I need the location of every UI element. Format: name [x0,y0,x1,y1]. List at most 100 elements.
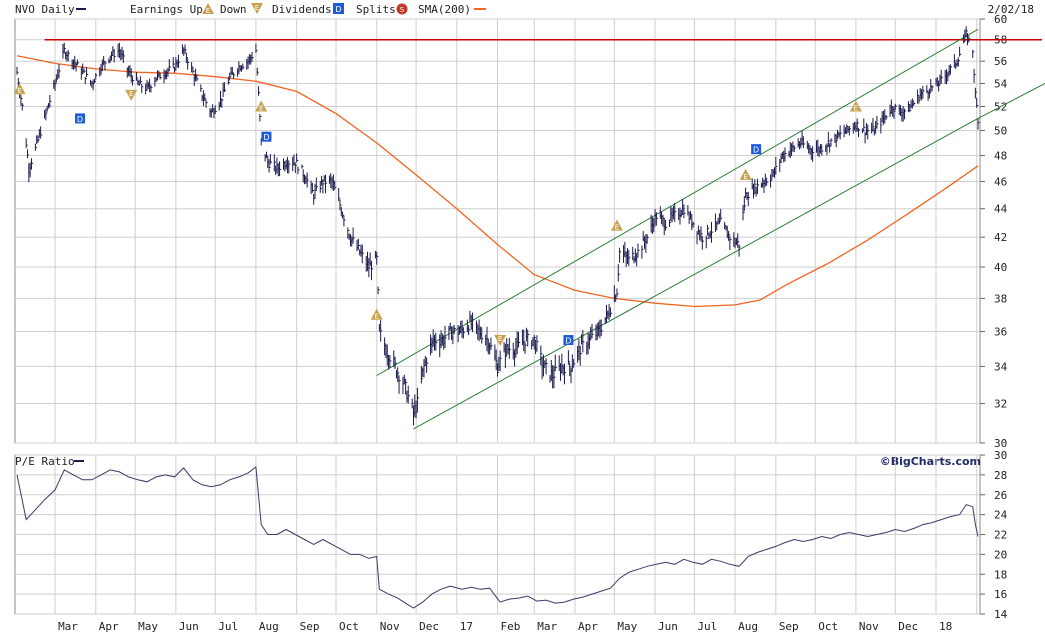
dividend-marker-shape [751,144,762,155]
price-bar [609,307,613,318]
price-bar [159,73,162,80]
price-bar [394,356,397,369]
price-bar [279,161,282,176]
earnings-marker-shape [849,100,862,112]
dividend-legend-glyph: D [335,5,341,14]
price-bar [830,138,833,147]
pe-ratio-line [16,465,979,609]
earnings-up-legend-icon: E [202,3,214,15]
price-bar [867,124,870,140]
price-bar [922,85,925,99]
price-bar [221,98,224,108]
price-bar [655,212,658,226]
price-bar [628,250,631,266]
earnings-marker-shape [125,89,138,101]
price-bar [668,219,672,227]
price-bar [258,86,261,96]
price-bar [368,257,371,278]
price-bar [86,67,89,78]
x-tick-label: May [617,620,637,633]
price-bar [579,345,582,366]
price-bar [49,94,52,108]
price-bar [135,71,139,81]
x-tick-label: Dec [898,620,918,633]
price-bar [370,260,374,281]
price-bar [268,159,271,173]
earnings-up-label: Earnings Up [130,3,203,16]
price-bar [495,349,498,371]
earnings-marker-glyph: E [854,105,858,113]
price-bar [665,219,668,231]
dividends-label: Dividends [272,3,332,16]
price-bar [187,58,190,70]
price-bar [389,354,392,369]
pe-y-axis: 14 16 18 20 22 24 26 28 30 [980,449,1008,621]
pe-line-layer [16,465,979,609]
price-bar [903,108,907,120]
price-bar [737,233,740,248]
price-bar [894,103,897,110]
price-bar [343,215,346,227]
price-bar [827,131,830,147]
price-bar [938,80,941,92]
price-bar [619,247,622,263]
price-bar [259,113,262,122]
price-bar [720,208,723,221]
price-bar [185,52,188,64]
price-bar [420,365,423,384]
dividend-marker: D [75,113,86,124]
sma-label: SMA(200) [418,3,471,16]
price-y-tick-label: 36 [994,325,1007,338]
dividend-legend-icon: D [333,3,344,14]
earnings-up-legend-glyph: E [206,7,210,15]
price-bar [858,127,861,138]
price-bar [168,58,171,72]
price-bar [563,363,567,385]
price-bar [453,324,456,335]
earnings-up-marker: E [610,219,623,232]
price-bar [141,83,144,93]
price-bar [468,325,471,336]
price-bars-layer [16,26,980,426]
price-bar [40,126,43,139]
price-bar [707,224,710,236]
price-bar [567,350,570,365]
x-tick-label: Dec [419,620,439,633]
dividend-marker-shape [563,335,574,346]
price-bar [617,264,620,282]
price-bar [728,230,731,241]
price-panel: 30323436384042444648505254565860 EDEEDEE… [13,13,1045,450]
price-bar [729,235,732,251]
price-bar [972,49,975,58]
sma-200-line [16,55,979,308]
dividend-marker-glyph: D [753,146,759,155]
channel-line [977,83,1045,119]
price-bar [553,365,556,389]
pe-y-tick-label: 14 [994,608,1008,621]
price-bar [821,144,824,156]
price-bar [705,235,708,249]
x-tick-label: Mar [58,620,78,633]
price-bar [917,89,920,104]
price-bar [233,72,236,79]
x-tick-label: Feb [501,620,521,633]
pe-y-tick-label: 22 [994,529,1007,542]
price-y-tick-label: 42 [994,231,1007,244]
price-bar [223,82,227,93]
pe-grid [15,454,980,615]
price-bar [376,251,379,265]
price-bar [407,385,410,404]
earnings-marker-shape [610,219,623,231]
earnings-marker-glyph: E [259,105,263,113]
price-bar [415,400,418,419]
price-bar [968,35,971,43]
price-bar [718,213,721,225]
price-bar [533,334,536,350]
earnings-marker-glyph: E [17,87,21,95]
price-bar [325,174,328,194]
price-bar [839,125,842,140]
price-bar [380,320,383,342]
earnings-up-marker: E [255,100,268,113]
earnings-marker-shape [13,83,26,95]
